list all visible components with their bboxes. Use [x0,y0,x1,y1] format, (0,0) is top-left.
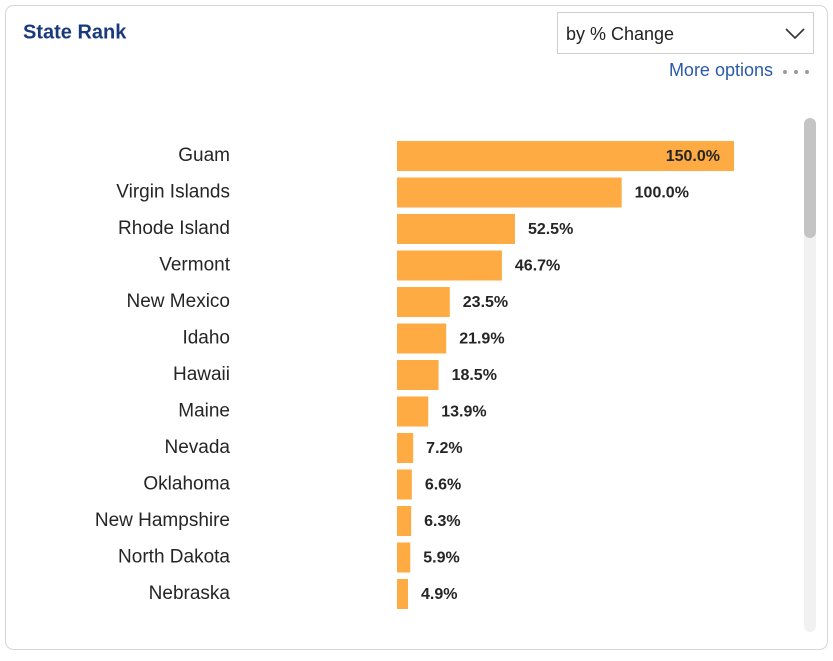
bar [397,433,414,463]
category-label: Oklahoma [143,474,230,495]
value-label: 52.5% [528,221,573,238]
scrollbar-thumb[interactable] [804,118,816,238]
value-label: 100.0% [635,185,689,202]
scrollbar-track[interactable] [804,118,816,632]
bar [397,396,429,427]
value-label: 18.5% [452,367,497,384]
value-label: 150.0% [666,148,720,165]
value-label: 7.2% [426,440,462,457]
more-dots[interactable] [783,70,809,74]
dot[interactable] [794,70,798,74]
value-label: 5.9% [423,550,459,567]
value-label: 13.9% [441,404,486,421]
bar [397,141,734,171]
bar [397,506,412,536]
category-label: Virgin Islands [116,182,230,203]
dropdown-box[interactable] [557,12,814,54]
category-label: Hawaii [173,364,230,385]
bar [397,542,411,573]
value-label: 21.9% [459,331,504,348]
bar [397,250,502,281]
category-label: Idaho [182,328,230,349]
dot[interactable] [805,70,809,74]
bar [397,323,447,354]
chart-title: State Rank [23,21,127,43]
value-label: 23.5% [463,294,508,311]
category-label: New Hampshire [95,510,230,531]
dropdown[interactable]: by % Change [557,12,814,54]
category-label: Maine [178,401,230,422]
bar [397,360,439,390]
bar [397,469,412,500]
value-label: 46.7% [515,258,560,275]
category-label: Nevada [165,437,231,458]
value-label: 6.3% [424,513,460,530]
dot[interactable] [783,70,787,74]
category-label: North Dakota [118,547,230,568]
bar [397,579,409,609]
value-label: 4.9% [421,586,457,603]
bar [397,177,622,208]
category-label: Vermont [159,255,230,276]
category-label: Guam [178,145,230,166]
dropdown-label[interactable]: by % Change [566,24,674,44]
dropdown-chevron[interactable] [785,28,805,40]
bar [397,214,515,244]
category-label: Rhode Island [118,218,230,239]
category-label: Nebraska [149,583,231,604]
more-options[interactable]: More options [669,60,773,80]
value-label: 6.6% [425,477,461,494]
category-label: New Mexico [127,291,230,312]
bar [397,287,450,317]
